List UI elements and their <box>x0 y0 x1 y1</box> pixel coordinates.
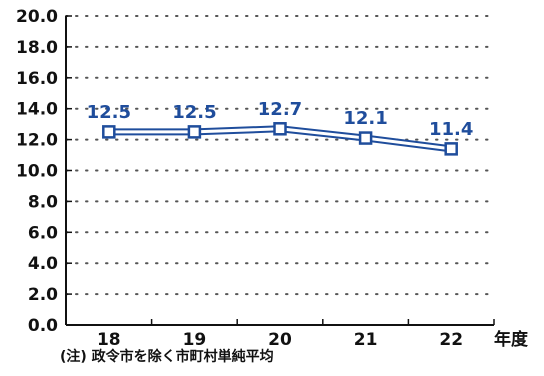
data-point <box>102 125 116 139</box>
grid-lines <box>65 15 495 296</box>
series-line <box>102 122 458 156</box>
data-point <box>358 131 373 145</box>
x-tick-label: 18 <box>97 330 121 350</box>
y-tick-label: 4.0 <box>28 254 58 274</box>
x-tick-label: 21 <box>354 330 378 350</box>
x-tick-label: 20 <box>268 330 292 350</box>
data-label: 12.1 <box>343 108 387 129</box>
y-tick-label: 10.0 <box>16 162 58 182</box>
y-tick-label: 2.0 <box>28 285 58 305</box>
x-axis-unit: 年度 <box>494 329 529 350</box>
data-point <box>273 122 287 136</box>
y-tick-label: 8.0 <box>28 192 58 212</box>
data-point <box>444 142 458 156</box>
y-tick-label: 14.0 <box>16 100 58 120</box>
data-point <box>187 125 202 139</box>
y-tick-label: 0.0 <box>28 316 58 336</box>
axes <box>65 15 495 326</box>
footnote: (注) 政令市を除く市町村単純平均 <box>60 349 274 365</box>
y-tick-label: 16.0 <box>16 69 58 89</box>
y-tick-labels: 0.0 2.0 4.0 6.0 8.0 10.0 12.0 14.0 16.0 18.0 20.0 <box>16 7 58 336</box>
x-tick-label: 19 <box>183 330 207 350</box>
data-label: 11.4 <box>429 119 473 140</box>
data-label: 12.5 <box>87 102 131 123</box>
y-tick-label: 20.0 <box>16 7 58 27</box>
data-labels: 12.5 12.5 12.7 12.1 11.4 <box>87 99 474 140</box>
x-tick-labels: 18 19 20 21 22 <box>97 330 463 350</box>
y-tick-label: 18.0 <box>16 38 58 58</box>
data-label: 12.5 <box>172 102 216 123</box>
y-tick-label: 6.0 <box>28 223 58 243</box>
x-tick-label: 22 <box>439 330 463 350</box>
data-label: 12.7 <box>258 99 302 120</box>
y-tick-label: 12.0 <box>16 131 58 151</box>
